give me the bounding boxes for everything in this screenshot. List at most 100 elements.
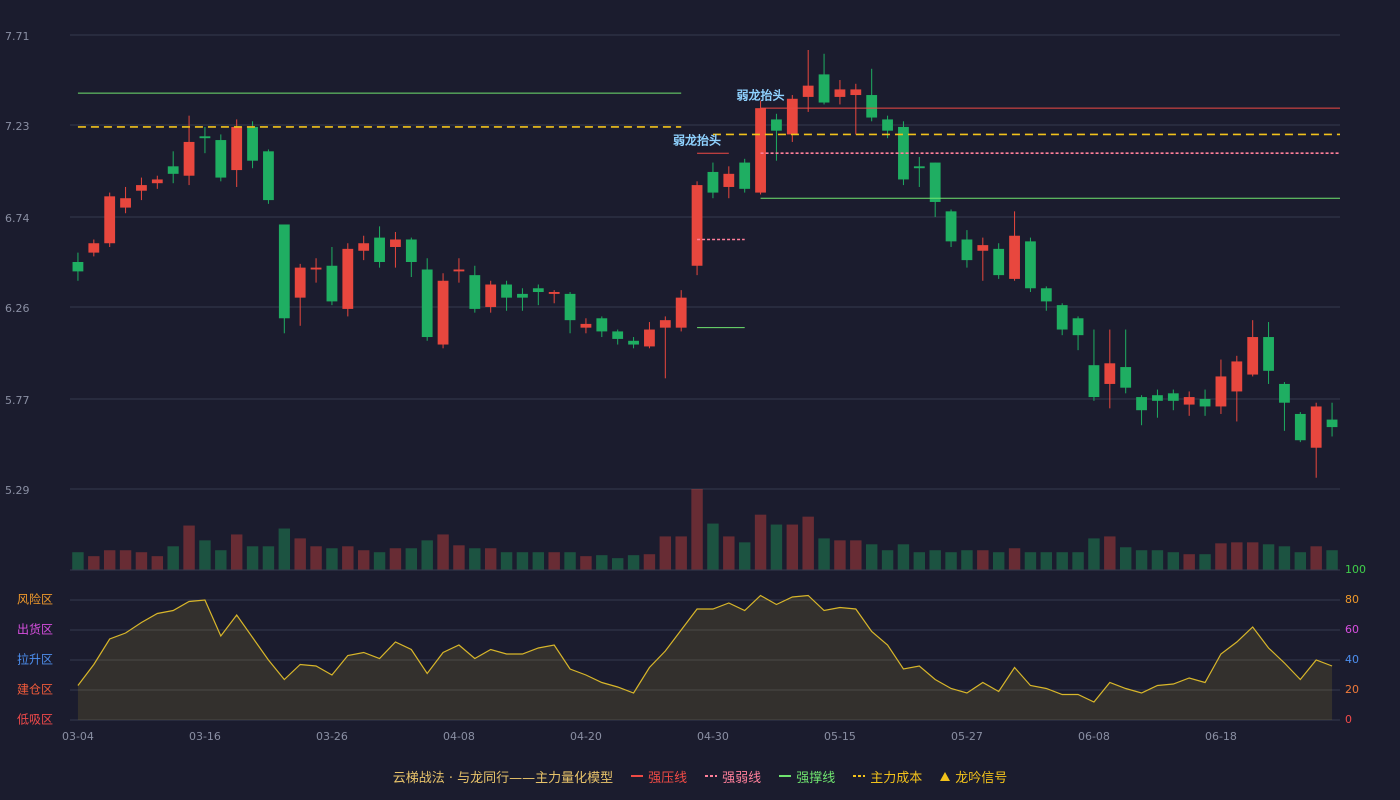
- candle-body: [294, 267, 306, 298]
- volume-bar: [484, 548, 497, 570]
- x-tick-label: 06-18: [1205, 730, 1237, 743]
- volume-bar: [754, 514, 767, 570]
- candle-body: [453, 269, 465, 272]
- candle-body: [707, 171, 719, 193]
- volume-bar: [88, 556, 100, 570]
- volume-bar: [707, 523, 719, 570]
- candle-body: [374, 237, 385, 262]
- volume-bar: [1056, 552, 1068, 570]
- legend-label: 龙吟信号: [955, 770, 1008, 786]
- volume-bar: [786, 524, 799, 570]
- candle-body: [1056, 305, 1068, 330]
- volume-bar: [357, 550, 370, 570]
- volume-bar: [992, 552, 1005, 570]
- candle-body: [1167, 393, 1179, 401]
- x-tick-label: 05-15: [824, 730, 856, 743]
- candle-body: [358, 243, 370, 251]
- zone-label: 出货区: [17, 622, 53, 637]
- candle-body: [517, 293, 528, 298]
- volume-bar: [1008, 548, 1021, 570]
- candle-body: [882, 119, 893, 131]
- candle-body: [755, 108, 766, 193]
- candle-body: [1072, 318, 1084, 336]
- volume-bar: [215, 550, 227, 570]
- candle-body: [1183, 397, 1195, 405]
- candle-body: [993, 248, 1005, 276]
- legend-label: 强弱线: [722, 770, 762, 786]
- indicator-line: [77, 594, 1333, 703]
- legend-icon: [705, 775, 718, 777]
- candle-body: [247, 126, 258, 161]
- candle-body: [501, 284, 512, 298]
- candle-body: [342, 248, 354, 309]
- legend-item: 强弱线: [705, 767, 761, 786]
- candle-body: [723, 173, 735, 187]
- candle-body: [1088, 365, 1100, 398]
- volume-bar: [1135, 550, 1148, 570]
- candle-body: [739, 162, 751, 189]
- candle-body: [1263, 337, 1274, 371]
- volume-bar: [119, 550, 132, 570]
- candle-body: [1104, 363, 1116, 384]
- legend-title-text: 云梯战法 · 与龙同行——主力量化模型: [392, 770, 614, 786]
- candle-body: [644, 329, 655, 347]
- y-tick-label: 0: [1345, 713, 1352, 726]
- volume-bar: [564, 552, 576, 570]
- y-tick-label: 5.29: [5, 484, 30, 497]
- volume-bar: [1310, 546, 1322, 570]
- candle-body: [1215, 376, 1227, 407]
- volume-bar: [643, 554, 656, 570]
- volume-bar: [659, 536, 672, 570]
- volume-bar: [199, 540, 211, 570]
- candle-body: [675, 297, 687, 328]
- volume-bar: [596, 555, 608, 570]
- candle-body: [151, 179, 163, 184]
- volume-bar: [151, 556, 164, 570]
- candle-body: [802, 85, 814, 97]
- x-tick-label: 03-26: [316, 730, 348, 743]
- volume-bar: [580, 556, 592, 570]
- candle-body: [850, 89, 862, 96]
- candle-body: [929, 162, 941, 202]
- candle-body: [548, 292, 560, 294]
- volume-bar: [1088, 538, 1100, 570]
- legend-item: 龙吟信号: [940, 767, 1007, 786]
- candle-body: [1120, 367, 1132, 388]
- volume-bar: [881, 550, 894, 570]
- volume-bar: [294, 538, 306, 570]
- candle-body: [310, 267, 322, 270]
- volume-bar: [834, 540, 846, 570]
- y-tick-label: 80: [1345, 593, 1359, 606]
- volume-bar: [929, 550, 941, 570]
- candle-body: [1279, 383, 1290, 403]
- candle-body: [1136, 397, 1147, 411]
- volume-bar: [897, 544, 910, 570]
- y-tick-label: 7.23: [5, 120, 30, 133]
- candle-body: [469, 275, 481, 309]
- y-tick-label: 100: [1345, 563, 1366, 576]
- volume-bar: [389, 548, 402, 570]
- volume-bar: [516, 552, 529, 570]
- y-tick-label: 7.71: [5, 30, 30, 43]
- candle-body: [167, 166, 179, 174]
- volume-bar: [373, 552, 386, 570]
- volume-bar: [262, 546, 275, 570]
- signal-label: 弱龙抬头: [737, 88, 785, 103]
- legend-triangle: [940, 771, 951, 781]
- candle-body: [659, 320, 671, 328]
- zone-label: 建仓区: [17, 683, 53, 697]
- volume-bar: [723, 536, 735, 570]
- candle-body: [1326, 419, 1338, 428]
- legend-item: 强撑线: [779, 767, 835, 786]
- candle-body: [786, 98, 798, 135]
- volume-bar: [167, 546, 179, 570]
- candle-body: [421, 269, 433, 338]
- candle-body: [183, 141, 195, 176]
- candle-body: [945, 211, 957, 242]
- candle-body: [612, 331, 624, 339]
- volume-bar: [850, 540, 862, 570]
- legend-title: 云梯战法 · 与龙同行——主力量化模型: [393, 767, 613, 786]
- y-tick-label: 40: [1345, 653, 1359, 666]
- candle-body: [564, 293, 576, 321]
- candle-body: [199, 136, 211, 139]
